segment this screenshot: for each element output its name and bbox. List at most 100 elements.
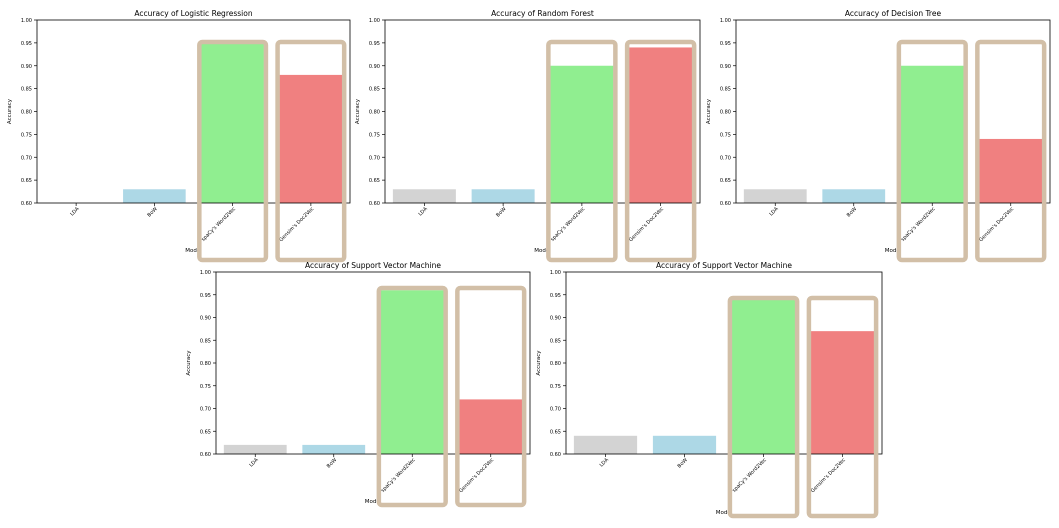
y-tick-label: 0.85	[720, 87, 731, 93]
bar-gensim-s-doc2vec	[629, 47, 693, 204]
y-tick-label: 0.80	[720, 110, 731, 116]
highlight-box-gensim-s-doc2vec	[275, 39, 347, 263]
y-tick-label: 0.75	[720, 132, 731, 138]
y-tick-label: 0.60	[200, 452, 211, 458]
y-tick-label: 0.65	[200, 429, 211, 435]
highlight-box-spacy-s-word2vec	[376, 285, 448, 508]
bar-bow	[652, 435, 717, 454]
bar-spacy-s-word2vec	[731, 299, 796, 454]
y-axis-label: Accuracy	[706, 98, 712, 124]
x-tick-label: LDA	[768, 206, 780, 218]
y-tick-label: 1.00	[720, 18, 731, 24]
bar-bow	[471, 189, 535, 203]
bar-gensim-s-doc2vec	[279, 74, 343, 204]
chart-title: Accuracy of Decision Tree	[845, 9, 942, 18]
x-tick-label: LDA	[417, 206, 429, 218]
chart-panel-4: Accuracy of Support Vector Machine 0.60 0.…	[186, 261, 531, 508]
x-tick-label: spaCy's Word2Vec	[380, 457, 417, 494]
bar-spacy-s-word2vec	[550, 65, 614, 203]
x-axis-label: Model	[185, 248, 202, 254]
y-tick-label: 0.90	[21, 64, 32, 70]
x-axis-label: Model	[885, 248, 902, 254]
x-tick-label: Gensim's Doc2Vec	[278, 206, 315, 243]
y-tick-label: 0.60	[21, 201, 32, 207]
chart-panel-3: Accuracy of Decision Tree 0.60 0.65 0.70 0.7…	[706, 9, 1051, 263]
x-tick-label: BoW	[326, 457, 338, 469]
bar-lda	[743, 189, 807, 203]
y-tick-label: 1.00	[200, 270, 211, 276]
y-tick-label: 0.95	[720, 41, 731, 47]
y-tick-label: 0.90	[369, 64, 380, 70]
y-tick-label: 0.90	[550, 316, 561, 322]
y-tick-label: 0.90	[200, 316, 211, 322]
highlight-box-gensim-s-doc2vec	[975, 39, 1047, 263]
y-tick-label: 0.80	[550, 361, 561, 367]
y-axis-label: Accuracy	[7, 98, 13, 124]
y-tick-label: 0.75	[550, 384, 561, 390]
y-tick-label: 0.70	[21, 155, 32, 161]
y-tick-label: 0.80	[21, 110, 32, 116]
y-tick-label: 1.00	[369, 18, 380, 24]
y-tick-label: 0.70	[369, 155, 380, 161]
y-tick-label: 0.75	[369, 132, 380, 138]
x-tick-label: Gensim's Doc2Vec	[628, 206, 665, 243]
x-tick-label: LDA	[248, 457, 260, 469]
y-tick-label: 0.65	[550, 429, 561, 435]
x-tick-label: spaCy's Word2Vec	[550, 206, 587, 243]
bar-bow	[123, 189, 186, 203]
x-axis-label: Model	[365, 499, 382, 505]
y-tick-label: 1.00	[21, 18, 32, 24]
x-tick-label: Gensim's Doc2Vec	[810, 457, 847, 494]
y-tick-label: 0.85	[550, 338, 561, 344]
y-tick-label: 0.70	[720, 155, 731, 161]
y-axis-label: Accuracy	[536, 350, 542, 376]
x-tick-label: LDA	[599, 457, 611, 469]
highlight-box-gensim-s-doc2vec	[455, 285, 527, 508]
y-tick-label: 0.95	[200, 293, 211, 299]
x-tick-label: spaCy's Word2Vec	[900, 206, 937, 243]
y-tick-label: 0.65	[21, 178, 32, 184]
chart-panel-2: Accuracy of Random Forest 0.60 0.65 0.70 0.7…	[355, 9, 701, 263]
y-tick-label: 0.90	[720, 64, 731, 70]
x-tick-label: BoW	[677, 457, 689, 469]
x-tick-label: spaCy's Word2Vec	[731, 457, 768, 494]
y-axis-label: Accuracy	[355, 98, 361, 124]
y-tick-label: 0.60	[720, 201, 731, 207]
y-tick-label: 0.60	[550, 452, 561, 458]
y-tick-label: 0.95	[550, 293, 561, 299]
highlight-box-spacy-s-word2vec	[546, 39, 618, 263]
highlight-box-gensim-s-doc2vec	[806, 295, 879, 519]
x-tick-label: Gensim's Doc2Vec	[458, 457, 495, 494]
bar-gensim-s-doc2vec	[979, 138, 1043, 203]
chart-title: Accuracy of Support Vector Machine	[305, 261, 441, 270]
bar-lda	[223, 444, 287, 454]
x-tick-label: LDA	[69, 206, 81, 218]
x-tick-label: BoW	[146, 206, 158, 218]
y-tick-label: 0.75	[200, 384, 211, 390]
x-tick-label: BoW	[846, 206, 858, 218]
highlight-box-spacy-s-word2vec	[896, 39, 968, 263]
y-tick-label: 0.95	[21, 41, 32, 47]
highlight-box-spacy-s-word2vec	[197, 39, 269, 263]
chart-title: Accuracy of Support Vector Machine	[656, 261, 792, 270]
bar-bow	[302, 444, 366, 454]
x-tick-label: BoW	[495, 206, 507, 218]
y-tick-label: 0.85	[200, 338, 211, 344]
bar-spacy-s-word2vec	[380, 290, 444, 454]
bar-spacy-s-word2vec	[900, 65, 964, 203]
bar-gensim-s-doc2vec	[459, 399, 523, 454]
bar-bow	[822, 189, 886, 203]
bar-lda	[392, 189, 456, 203]
chart-title: Accuracy of Logistic Regression	[134, 9, 252, 18]
y-tick-label: 0.70	[200, 407, 211, 413]
y-tick-label: 0.70	[550, 407, 561, 413]
chart-panel-1: Accuracy of Logistic Regression 0.60 0.65 0…	[7, 9, 351, 263]
highlight-box-gensim-s-doc2vec	[624, 39, 697, 263]
x-tick-label: spaCy's Word2Vec	[200, 206, 237, 243]
bar-gensim-s-doc2vec	[810, 331, 875, 454]
bar-spacy-s-word2vec	[201, 42, 264, 203]
x-axis-label: Model	[716, 510, 733, 516]
y-tick-label: 0.65	[720, 178, 731, 184]
y-axis-label: Accuracy	[186, 350, 192, 376]
